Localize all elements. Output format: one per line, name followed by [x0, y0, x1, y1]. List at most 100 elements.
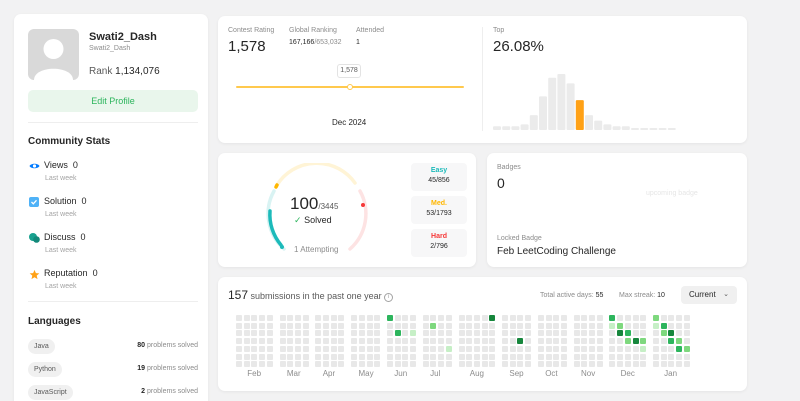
heatmap-cell[interactable]: [458, 330, 465, 337]
heatmap-cell[interactable]: [279, 322, 286, 329]
heatmap-cell[interactable]: [640, 322, 647, 329]
language-tag[interactable]: Java: [28, 339, 55, 354]
heatmap-cell[interactable]: [287, 315, 294, 321]
heatmap-cell[interactable]: [394, 338, 401, 345]
heatmap-cell[interactable]: [445, 345, 452, 352]
heatmap-cell[interactable]: [243, 330, 250, 337]
heatmap-cell[interactable]: [489, 330, 496, 337]
heatmap-cell[interactable]: [251, 338, 258, 345]
heatmap-cell[interactable]: [525, 338, 532, 345]
heatmap-cell[interactable]: [266, 345, 273, 352]
heatmap-cell[interactable]: [402, 322, 409, 329]
heatmap-cell[interactable]: [251, 345, 258, 352]
heatmap-cell[interactable]: [589, 330, 595, 337]
heatmap-cell[interactable]: [668, 330, 675, 337]
heatmap-cell[interactable]: [660, 361, 667, 368]
heatmap-cell[interactable]: [560, 322, 567, 329]
heatmap-cell[interactable]: [581, 322, 588, 329]
heatmap-cell[interactable]: [553, 322, 560, 329]
heatmap-cell[interactable]: [323, 353, 329, 360]
heatmap-cell[interactable]: [617, 353, 624, 360]
heatmap-cell[interactable]: [351, 330, 358, 337]
heatmap-cell[interactable]: [422, 361, 429, 368]
heatmap-cell[interactable]: [537, 361, 544, 368]
heatmap-cell[interactable]: [287, 338, 294, 345]
heatmap-cell[interactable]: [502, 353, 508, 360]
heatmap-cell[interactable]: [660, 353, 667, 360]
heatmap-cell[interactable]: [589, 338, 595, 345]
heatmap-cell[interactable]: [573, 353, 580, 360]
heatmap-cell[interactable]: [330, 315, 337, 321]
heatmap-cell[interactable]: [481, 315, 488, 321]
heatmap-cell[interactable]: [279, 353, 286, 360]
heatmap-cell[interactable]: [660, 315, 667, 321]
heatmap-cell[interactable]: [473, 345, 480, 352]
heatmap-cell[interactable]: [358, 361, 365, 368]
heatmap-cell[interactable]: [294, 345, 301, 352]
heatmap-cell[interactable]: [323, 315, 329, 321]
heatmap-cell[interactable]: [279, 361, 286, 368]
heatmap-cell[interactable]: [351, 338, 358, 345]
heatmap-cell[interactable]: [438, 322, 445, 329]
heatmap-cell[interactable]: [596, 315, 603, 321]
heatmap-cell[interactable]: [573, 361, 580, 368]
heatmap-cell[interactable]: [458, 361, 465, 368]
heatmap-cell[interactable]: [294, 315, 301, 321]
heatmap-cell[interactable]: [640, 345, 647, 352]
heatmap-cell[interactable]: [683, 330, 690, 337]
heatmap-cell[interactable]: [640, 361, 647, 368]
heatmap-cell[interactable]: [266, 353, 273, 360]
heatmap-cell[interactable]: [668, 322, 675, 329]
heatmap-cell[interactable]: [366, 330, 373, 337]
heatmap-cell[interactable]: [676, 338, 682, 345]
heatmap-cell[interactable]: [502, 338, 508, 345]
heatmap-cell[interactable]: [374, 315, 381, 321]
heatmap-cell[interactable]: [236, 361, 242, 368]
heatmap-cell[interactable]: [553, 330, 560, 337]
heatmap-cell[interactable]: [676, 353, 682, 360]
heatmap-cell[interactable]: [517, 330, 524, 337]
heatmap-cell[interactable]: [473, 330, 480, 337]
heatmap-cell[interactable]: [410, 345, 416, 352]
heatmap-cell[interactable]: [683, 338, 690, 345]
heatmap-cell[interactable]: [366, 361, 373, 368]
heatmap-cell[interactable]: [422, 315, 429, 321]
heatmap-cell[interactable]: [458, 315, 465, 321]
heatmap-cell[interactable]: [374, 353, 381, 360]
heatmap-cell[interactable]: [676, 315, 682, 321]
heatmap-cell[interactable]: [502, 361, 508, 368]
heatmap-cell[interactable]: [473, 338, 480, 345]
heatmap-cell[interactable]: [624, 361, 631, 368]
heatmap-cell[interactable]: [323, 322, 329, 329]
heatmap-cell[interactable]: [266, 338, 273, 345]
heatmap-cell[interactable]: [509, 338, 516, 345]
heatmap-cell[interactable]: [236, 330, 242, 337]
heatmap-cell[interactable]: [617, 330, 624, 337]
heatmap-cell[interactable]: [458, 345, 465, 352]
heatmap-cell[interactable]: [466, 338, 473, 345]
heatmap-cell[interactable]: [596, 353, 603, 360]
heatmap-cell[interactable]: [683, 353, 690, 360]
heatmap-cell[interactable]: [243, 353, 250, 360]
heatmap-cell[interactable]: [394, 315, 401, 321]
heatmap-cell[interactable]: [596, 338, 603, 345]
heatmap-cell[interactable]: [537, 353, 544, 360]
heatmap-cell[interactable]: [502, 315, 508, 321]
heatmap-cell[interactable]: [596, 345, 603, 352]
heatmap-cell[interactable]: [473, 361, 480, 368]
heatmap-cell[interactable]: [683, 345, 690, 352]
heatmap-cell[interactable]: [251, 361, 258, 368]
heatmap-cell[interactable]: [553, 361, 560, 368]
heatmap-cell[interactable]: [596, 322, 603, 329]
heatmap-cell[interactable]: [279, 338, 286, 345]
heatmap-cell[interactable]: [330, 338, 337, 345]
heatmap-cell[interactable]: [617, 345, 624, 352]
heatmap-cell[interactable]: [358, 315, 365, 321]
heatmap-cell[interactable]: [553, 345, 560, 352]
heatmap-cell[interactable]: [266, 322, 273, 329]
heatmap-cell[interactable]: [509, 361, 516, 368]
heatmap-cell[interactable]: [560, 330, 567, 337]
heatmap-cell[interactable]: [410, 322, 416, 329]
heatmap-cell[interactable]: [402, 330, 409, 337]
heatmap-cell[interactable]: [609, 322, 616, 329]
